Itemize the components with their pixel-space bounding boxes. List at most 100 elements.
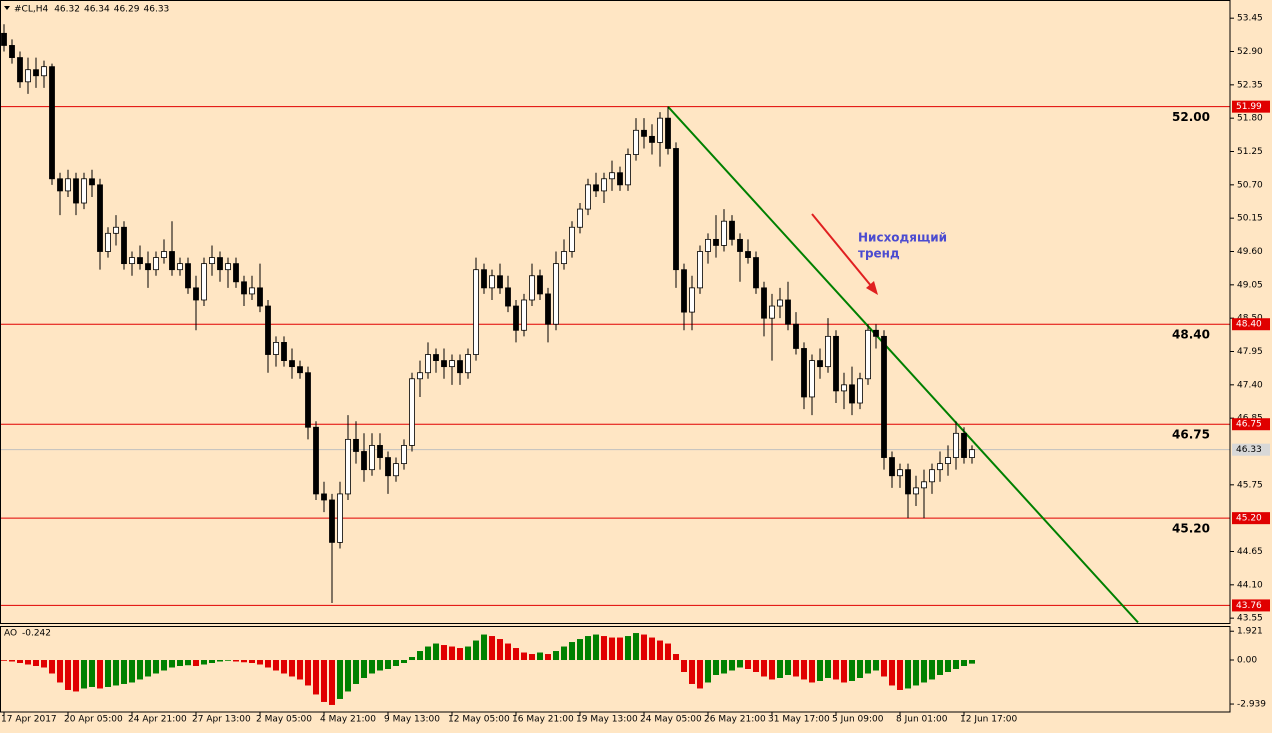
- indicator-plot: [1, 633, 975, 705]
- y-tick-label: 44.65: [1237, 547, 1263, 557]
- ao-bar: [401, 660, 407, 664]
- candle-body: [1, 32, 7, 46]
- ao-bar: [809, 660, 815, 683]
- ao-bar: [161, 660, 167, 671]
- candle-body: [249, 287, 255, 295]
- candle-body: [905, 469, 911, 495]
- ao-bar: [545, 654, 551, 661]
- candle-body: [521, 299, 527, 331]
- level-note: 45.20: [1172, 522, 1210, 536]
- candle-body: [601, 178, 607, 192]
- annotation: тренд: [858, 247, 900, 261]
- header-value: 46.33: [144, 5, 170, 15]
- ao-bar: [913, 660, 919, 686]
- y-tick-label: 51.25: [1237, 147, 1263, 157]
- candle-body: [425, 354, 431, 374]
- ao-bar: [697, 660, 703, 689]
- candle-body: [913, 487, 919, 495]
- candle-body: [177, 263, 183, 271]
- ao-bar: [649, 637, 655, 661]
- ao-bar: [641, 634, 647, 661]
- candle-body: [9, 45, 15, 58]
- ao-bar: [513, 648, 519, 661]
- ao-bar: [457, 648, 463, 661]
- current-price-label: 46.33: [1236, 445, 1262, 455]
- candle-body: [337, 493, 343, 543]
- ao-bar: [81, 660, 87, 689]
- candle-body: [105, 232, 111, 252]
- ao-bar: [113, 660, 119, 686]
- ao-bar: [537, 652, 543, 661]
- ao-bar: [409, 657, 415, 661]
- ao-bar: [721, 660, 727, 674]
- ao-bar: [233, 660, 239, 662]
- ao-bar: [369, 660, 375, 674]
- level-note: 52.00: [1172, 110, 1210, 124]
- main-frame: [0, 0, 1231, 624]
- ao-bar: [609, 637, 615, 661]
- ao-bar: [801, 660, 807, 680]
- indicator-frame: [0, 626, 1231, 713]
- candle-body: [25, 69, 31, 83]
- y-tick-label: 47.95: [1237, 347, 1263, 357]
- candle-body: [657, 117, 663, 143]
- menu-triangle[interactable]: [4, 6, 10, 10]
- candle-body: [553, 263, 559, 325]
- candle-body: [777, 299, 783, 307]
- x-tick-label: 5 Jun 09:00: [832, 715, 884, 725]
- header-value: 46.32: [54, 5, 80, 15]
- x-tick-label: 4 May 21:00: [320, 715, 376, 725]
- candle-body: [625, 154, 631, 186]
- ao-bar: [953, 660, 959, 669]
- ao-bar: [321, 660, 327, 702]
- candle-body: [857, 378, 863, 404]
- candle-body: [305, 372, 311, 428]
- candle-body: [313, 426, 319, 495]
- level-price-label: 43.76: [1236, 601, 1262, 611]
- candle-body: [433, 354, 439, 361]
- candle-body: [745, 251, 751, 258]
- ao-bar: [297, 660, 303, 680]
- candle-body: [377, 445, 383, 458]
- level-price-box: [1232, 512, 1270, 525]
- arrow-shaft: [811, 213, 873, 288]
- ao-bar: [65, 660, 71, 690]
- ao-bar: [121, 660, 127, 684]
- candle-body: [449, 360, 455, 368]
- candle-body: [937, 463, 943, 471]
- candle-body: [969, 449, 975, 458]
- x-tick-label: 24 Apr 21:00: [128, 715, 187, 725]
- candle-body: [945, 457, 951, 465]
- ao-bar: [865, 660, 871, 674]
- candle-body: [257, 287, 263, 307]
- ao-bar: [633, 633, 639, 661]
- level-price-box: [1232, 418, 1270, 431]
- level-price-box: [1232, 100, 1270, 113]
- candle-body: [761, 287, 767, 319]
- ao-bar: [313, 660, 319, 695]
- candle-body: [921, 481, 927, 489]
- candle-body: [705, 238, 711, 252]
- level-note: 48.40: [1172, 328, 1210, 342]
- ao-bar: [193, 660, 199, 667]
- candle-body: [441, 360, 447, 368]
- ao-bar: [33, 660, 39, 667]
- candle-body: [505, 287, 511, 307]
- y-tick-label: 53.45: [1237, 14, 1263, 24]
- candle-body: [145, 263, 151, 271]
- candle-body: [481, 269, 487, 289]
- candle-body: [65, 178, 71, 192]
- candle-body: [697, 251, 703, 289]
- ao-bar: [601, 636, 607, 661]
- candle-body: [489, 275, 495, 289]
- ao-bar: [281, 660, 287, 674]
- candle-body: [801, 348, 807, 398]
- ao-bar: [345, 660, 351, 692]
- candle-body: [465, 354, 471, 374]
- candle-body: [297, 366, 303, 374]
- candle-body: [953, 432, 959, 458]
- candle-body: [33, 69, 39, 77]
- candle-body: [633, 129, 639, 155]
- candle-body: [81, 178, 87, 204]
- level-note: 46.75: [1172, 428, 1210, 442]
